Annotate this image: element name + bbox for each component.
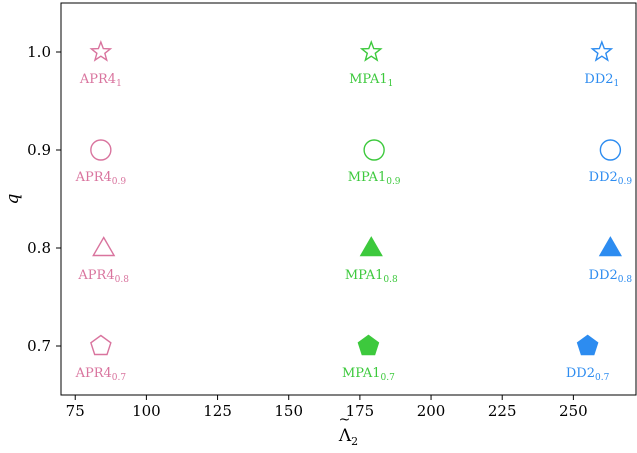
point-label-sub: 0.8 (383, 275, 398, 285)
point-label-name: APR4 (79, 72, 116, 87)
point-label-sub: 0.9 (386, 177, 401, 187)
point-label: APR40.7 (75, 366, 127, 383)
marker-star-dd2 (590, 40, 614, 62)
point-label-name: MPA1 (349, 72, 388, 87)
marker-circle-apr4 (90, 139, 112, 161)
x-tick-label: 100 (132, 402, 161, 420)
x-tick-label: 125 (203, 402, 232, 420)
marker-pentagon-dd2 (576, 334, 599, 356)
x-tick-label: 200 (417, 402, 446, 420)
point-label-name: DD2 (589, 268, 618, 283)
point-label: MPA11 (349, 72, 393, 89)
point-label-name: APR4 (75, 170, 112, 185)
point-label-name: DD2 (566, 366, 595, 381)
point-label: DD20.8 (589, 268, 633, 285)
point-label-name: DD2 (589, 170, 618, 185)
y-axis-label: q (3, 193, 23, 204)
point-label: MPA10.8 (345, 268, 398, 285)
point-label-sub: 0.8 (115, 275, 130, 285)
point-label-sub: 1 (614, 79, 620, 89)
point-label-name: MPA1 (348, 170, 387, 185)
marker-circle-mpa1 (363, 139, 385, 161)
marker-circle-dd2 (599, 139, 622, 161)
y-tick-label: 0.7 (27, 337, 51, 355)
marker-triangle-apr4 (92, 236, 116, 257)
point-label-name: APR4 (77, 268, 114, 283)
x-tick-label: 225 (488, 402, 517, 420)
y-tick-label: 0.8 (27, 239, 51, 257)
point-label-name: MPA1 (342, 366, 381, 381)
point-label-name: APR4 (75, 366, 112, 381)
point-label: DD20.9 (589, 170, 633, 187)
point-label-sub: 0.7 (381, 373, 396, 383)
point-label: MPA10.7 (342, 366, 395, 383)
plot-frame (60, 2, 637, 396)
point-label: APR41 (79, 72, 122, 89)
point-label: APR40.9 (75, 170, 127, 187)
x-tick-label: 175 (346, 402, 375, 420)
y-tick-label: 0.9 (27, 141, 51, 159)
x-axis-label-sub: 2 (351, 435, 358, 448)
point-label: DD20.7 (566, 366, 610, 383)
y-tick-label: 1.0 (27, 43, 51, 61)
x-tick-label: 75 (66, 402, 85, 420)
point-label-name: DD2 (584, 72, 613, 87)
x-axis-label: Λ2 (338, 426, 358, 448)
marker-pentagon-apr4 (90, 334, 112, 356)
x-tick-label: 250 (559, 402, 588, 420)
marker-star-apr4 (89, 40, 113, 62)
point-label-name: MPA1 (345, 268, 384, 283)
point-label-sub: 1 (388, 79, 394, 89)
marker-star-mpa1 (359, 40, 383, 62)
point-label-sub: 0.9 (618, 177, 633, 187)
point-label: DD21 (584, 72, 619, 89)
point-label: APR40.8 (77, 268, 129, 285)
x-tick-label: 150 (274, 402, 303, 420)
marker-pentagon-mpa1 (357, 334, 380, 356)
point-label-sub: 1 (116, 79, 122, 89)
point-label-sub: 0.8 (618, 275, 633, 285)
x-axis-label-base: Λ (338, 426, 352, 446)
marker-triangle-dd2 (598, 236, 622, 257)
point-label-sub: 0.7 (595, 373, 610, 383)
point-label-sub: 0.9 (112, 177, 127, 187)
point-label: MPA10.9 (348, 170, 401, 187)
point-label-sub: 0.7 (112, 373, 127, 383)
x-axis-label-accent: ~ (339, 412, 351, 428)
marker-triangle-mpa1 (359, 236, 383, 257)
